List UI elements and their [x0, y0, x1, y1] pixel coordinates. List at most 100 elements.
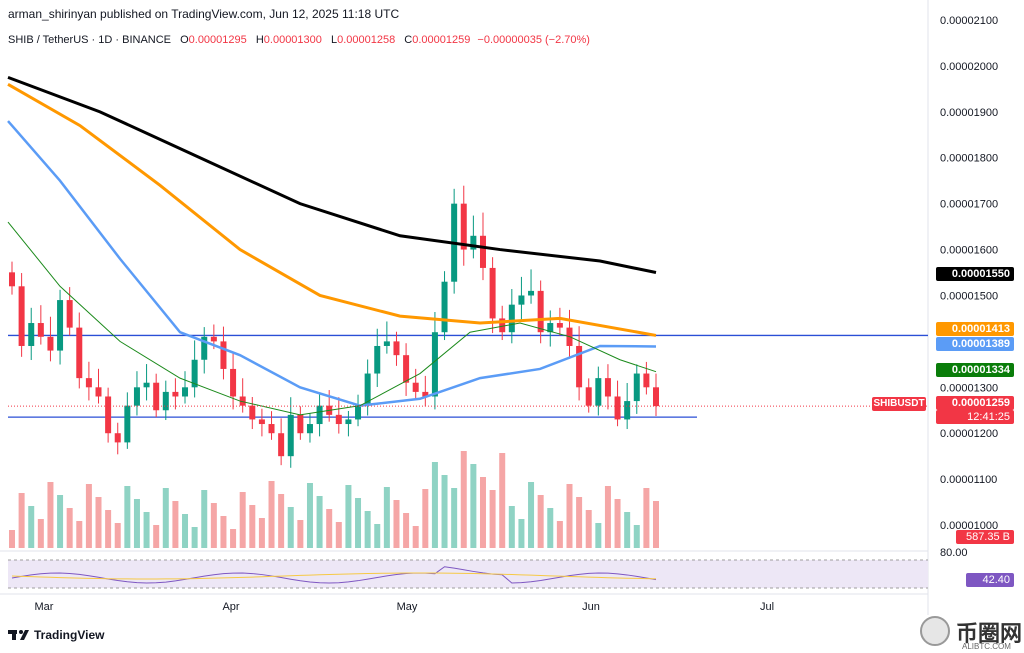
volume-bar: [355, 498, 362, 548]
symbol-name[interactable]: SHIB / TetherUS · 1D · BINANCE: [8, 34, 172, 46]
candle-body: [172, 391, 179, 397]
tradingview-logo[interactable]: TradingView: [8, 628, 104, 642]
ma100-price-tag: 0.00001413: [936, 322, 1014, 336]
ma100-line: [7, 82, 657, 337]
candle-body: [335, 414, 342, 425]
ma50-price-tag: 0.00001389: [936, 337, 1014, 351]
candle-body: [633, 373, 640, 402]
rsi-line: [11, 566, 657, 584]
volume-bar: [9, 530, 15, 548]
rsi-ma-line: [11, 572, 657, 580]
volume-bar: [220, 516, 227, 548]
candle-body: [441, 281, 448, 333]
candle-body: [182, 387, 189, 397]
volume-bar: [604, 486, 611, 548]
candle-body: [37, 323, 44, 337]
volume-bar: [133, 499, 140, 548]
volume-bar: [374, 524, 381, 548]
candle-body: [489, 267, 496, 319]
candle-body: [595, 378, 602, 406]
candle-body: [76, 327, 83, 379]
candle-body: [57, 300, 64, 351]
volume-bar: [297, 520, 304, 548]
publish-info: arman_shirinyan published on TradingView…: [8, 7, 400, 21]
symbol-tag: SHIBUSDT: [872, 397, 926, 411]
candle-body: [268, 424, 275, 434]
low-value: 0.00001258: [337, 34, 396, 46]
volume-bar: [499, 453, 506, 548]
volume-bar: [518, 519, 525, 548]
watermark-name: 币圈网: [956, 621, 1023, 646]
candle-body: [422, 391, 429, 397]
volume-bar: [95, 497, 102, 548]
candle-body: [643, 373, 650, 388]
site-watermark: 币圈网 ALIBTC.COM: [916, 612, 1024, 652]
watermark-logo-icon: [920, 616, 950, 646]
volume-bar: [124, 486, 131, 548]
candle-body: [105, 396, 112, 434]
volume-bar: [633, 525, 640, 548]
volume-bar: [153, 525, 160, 548]
last-price-tag: 0.00001259: [936, 396, 1014, 410]
candle-body: [114, 433, 121, 443]
volume-bar: [182, 514, 189, 548]
candle-body: [479, 235, 486, 268]
volume-bar: [566, 484, 573, 548]
volume-bar: [230, 529, 237, 548]
volume-bar: [316, 496, 323, 548]
high-label: H: [255, 34, 264, 46]
candle-body: [162, 391, 169, 411]
volume-tag: 587.35 B: [956, 530, 1014, 544]
rsi-tag: 42.40: [966, 573, 1014, 587]
volume-bar: [105, 510, 112, 548]
volume-bar: [383, 487, 390, 548]
candle-body: [278, 433, 285, 457]
candle-body: [249, 405, 256, 420]
candle-body: [585, 387, 592, 406]
candle-body: [576, 345, 583, 388]
candle-body: [66, 300, 73, 328]
close-label: C: [404, 34, 413, 46]
low-label: L: [330, 34, 338, 46]
x-tick-label: Mar: [35, 601, 54, 613]
volume-bar: [28, 506, 35, 548]
volume-bar: [595, 523, 602, 548]
volume-bar: [364, 511, 371, 548]
volume-bar: [460, 451, 467, 548]
ma200-price-tag: 0.00001550: [936, 267, 1014, 281]
ma20-line: [7, 221, 657, 416]
volume-bar: [403, 513, 410, 548]
volume-bar: [239, 492, 246, 548]
y-tick-label: 0.00001000: [940, 520, 998, 532]
volume-bar: [479, 477, 486, 548]
volume-bar: [47, 482, 54, 548]
open-value: 0.00001295: [188, 34, 247, 46]
volume-bar: [624, 512, 631, 548]
volume-bar: [489, 490, 496, 548]
candle-body: [556, 323, 563, 328]
volume-bar: [278, 494, 285, 548]
y-tick-label: 0.00002100: [940, 15, 998, 27]
volume-bar: [143, 512, 150, 548]
volume-bar: [393, 500, 400, 548]
candle-body: [355, 405, 362, 420]
volume-bar: [556, 521, 563, 548]
volume-bar: [576, 497, 583, 548]
ma200-line: [7, 75, 657, 274]
volume-bar: [528, 482, 535, 548]
candle-body: [47, 336, 54, 351]
volume-bar: [441, 475, 448, 548]
candle-body: [28, 323, 35, 346]
countdown-tag: 12:41:25: [936, 410, 1014, 424]
volume-bar: [162, 488, 169, 548]
candle-body: [124, 405, 131, 443]
volume-bar: [306, 483, 313, 548]
candle-body: [297, 414, 304, 434]
rsi-band: [8, 560, 928, 588]
close-value: 0.00001259: [412, 34, 471, 46]
candle-body: [316, 405, 323, 425]
candle-body: [624, 401, 631, 420]
candle-body: [191, 359, 198, 388]
volume-bar: [431, 462, 438, 548]
